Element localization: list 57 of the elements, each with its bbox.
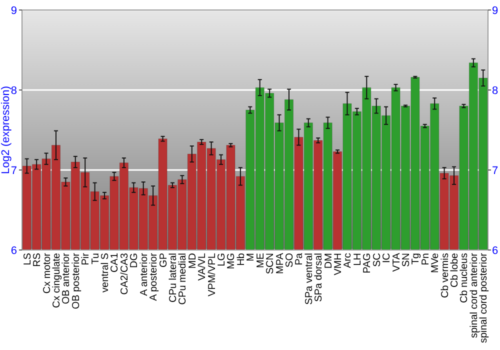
x-tick-label: VPM/VPL bbox=[206, 252, 218, 296]
x-tick-label: MD bbox=[187, 253, 198, 269]
x-tick-label: VMH bbox=[333, 253, 344, 276]
y-tick-label: 8 bbox=[10, 84, 17, 97]
x-tick-label: Pa bbox=[294, 252, 306, 266]
x-tick-label: LS bbox=[22, 252, 34, 266]
x-tick-label: IC bbox=[382, 253, 393, 263]
y-axis-title: Log2 (expression) bbox=[0, 86, 12, 174]
x-tick-label: Cb lobe bbox=[450, 252, 461, 288]
x-tick-label: PAG bbox=[362, 252, 374, 274]
x-tick-label: SO bbox=[284, 252, 296, 268]
x-tick-label: Hb bbox=[236, 252, 247, 266]
x-tick-label: SPa ventral bbox=[304, 253, 315, 305]
x-tick-label: GP bbox=[158, 252, 170, 268]
x-tick-label: LH bbox=[352, 253, 364, 266]
x-tick-label: A anterior bbox=[138, 252, 150, 296]
x-tick-label: MG bbox=[226, 252, 238, 270]
x-tick-label: CA1 bbox=[110, 252, 121, 272]
x-tick-label: OB anterior bbox=[61, 252, 72, 304]
x-tick-label: VA/VL bbox=[197, 252, 208, 281]
y-tick-label: 7 bbox=[10, 164, 17, 177]
x-tick-label: Cx motor bbox=[42, 252, 53, 294]
x-tick-label: CPu lateral bbox=[168, 253, 179, 302]
x-tick-label: SCN bbox=[265, 253, 276, 274]
x-tick-label: Cb vermis bbox=[440, 253, 451, 298]
x-tick-label: SC bbox=[372, 253, 383, 267]
x-tick-label: ventral S bbox=[100, 252, 112, 292]
y2-tick-label: 8 bbox=[492, 84, 498, 97]
x-tick-label: Pir bbox=[80, 252, 92, 266]
x-tick-label: ME bbox=[255, 252, 266, 268]
y2-tick-label: 7 bbox=[492, 164, 498, 177]
x-tick-label: SPa dorsal bbox=[314, 253, 325, 302]
x-tick-label: MPA bbox=[274, 252, 286, 274]
x-tick-label: Tg bbox=[410, 253, 422, 265]
x-tick-label: SN bbox=[400, 253, 412, 267]
y-tick-label: 6 bbox=[10, 244, 17, 257]
x-tick-label: MVe bbox=[430, 252, 442, 274]
x-tick-label: Cx cingulate bbox=[51, 252, 62, 308]
x-tick-label: Tu bbox=[90, 253, 102, 264]
x-tick-label: CA2/CA3 bbox=[119, 252, 130, 295]
x-tick-label: DM bbox=[323, 253, 334, 269]
y2-tick-label: 6 bbox=[492, 244, 498, 257]
x-tick-label: OB posterior bbox=[70, 252, 82, 310]
x-tick-label: spinal cord posterior bbox=[478, 252, 490, 344]
x-tick-label: M bbox=[246, 253, 257, 262]
y-tick-label: 9 bbox=[10, 4, 17, 17]
x-tick-label: Pn bbox=[420, 253, 432, 266]
x-tick-label: VTA bbox=[391, 252, 402, 272]
x-tick-label: Cb nucleus bbox=[459, 253, 470, 304]
x-tick-label: RS bbox=[32, 252, 44, 267]
x-tick-label: CPu medial bbox=[178, 253, 189, 305]
y2-tick-label: 9 bbox=[492, 4, 498, 17]
x-tick-label: LG bbox=[216, 252, 228, 266]
x-tick-label: A posterior bbox=[148, 252, 160, 301]
x-tick-label: spinal cord anterior bbox=[468, 252, 480, 338]
x-tick-label: Arc bbox=[342, 253, 354, 268]
x-tick-label: DG bbox=[129, 252, 140, 268]
